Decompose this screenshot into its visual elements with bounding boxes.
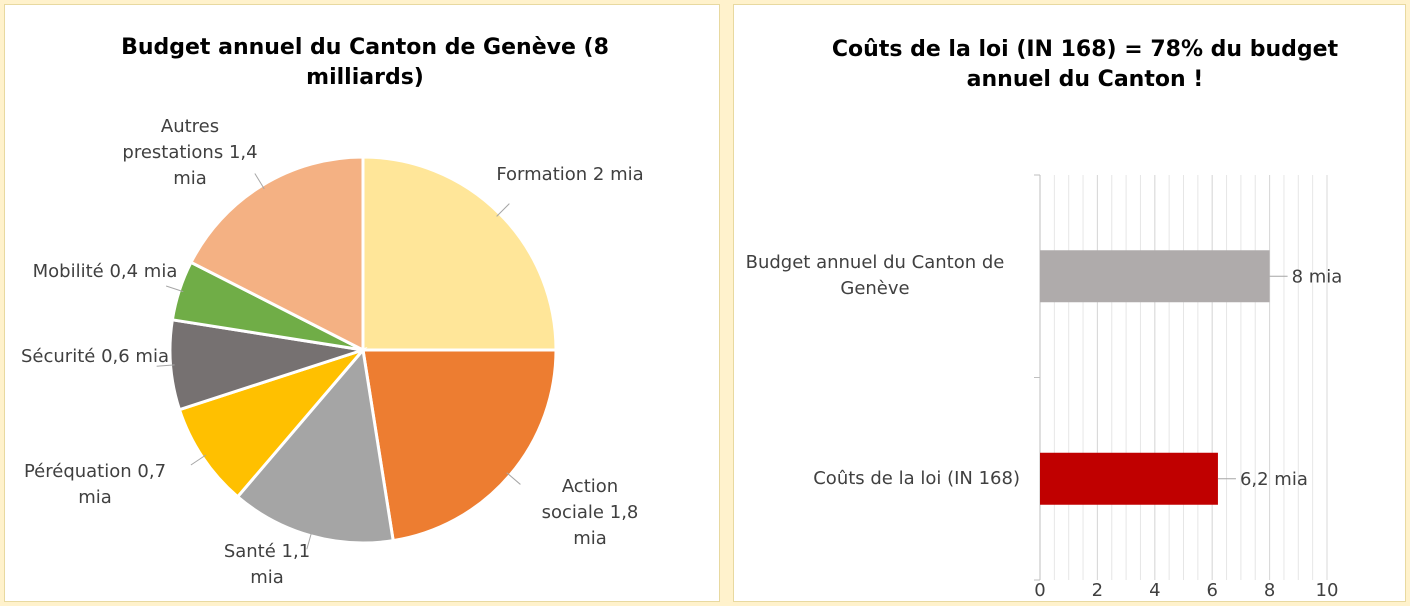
pie-label: Action sociale 1,8 mia <box>530 474 650 552</box>
leader-line <box>190 454 207 466</box>
category-label: Mobilité <box>32 261 104 282</box>
leader-line <box>306 531 313 550</box>
leader-line <box>156 364 175 367</box>
value-label: 1,1 mia <box>250 541 311 588</box>
value-label: 0,7 mia <box>78 461 167 508</box>
value-label: 6,2 mia <box>1240 469 1308 490</box>
leader-line <box>254 173 265 190</box>
pie-label: Formation 2 mia <box>495 162 645 188</box>
pie-slice <box>361 348 558 543</box>
x-tick-label: 4 <box>1149 580 1160 601</box>
category-label: Autres prestations <box>122 116 224 163</box>
x-tick-label: 6 <box>1206 580 1217 601</box>
category-label: Sécurité <box>21 346 96 367</box>
bar <box>1040 250 1270 303</box>
pie-title: Budget annuel du Canton de Genève (8 mil… <box>121 35 609 90</box>
value-label: 1,8 mia <box>573 502 639 549</box>
category-label: Budget annuel du Canton de Genève <box>745 252 1005 300</box>
leader-line <box>496 203 510 217</box>
value-label: 1,4 mia <box>173 142 258 189</box>
pie-label: Mobilité 0,4 mia <box>30 259 180 285</box>
pie-label: Autres prestations 1,4 mia <box>115 114 265 192</box>
category-label: Santé <box>223 541 276 562</box>
bar <box>1040 452 1218 505</box>
category-label: Coûts de la loi (IN 168) <box>813 467 1020 489</box>
leader-line <box>506 472 521 485</box>
pie-label: Santé 1,1 mia <box>212 539 322 591</box>
leader-line <box>165 285 184 293</box>
value-label: 0,4 mia <box>109 261 178 282</box>
x-tick-label: 2 <box>1092 580 1103 601</box>
x-tick-label: 8 <box>1264 580 1275 601</box>
pie-label: Sécurité 0,6 mia <box>20 344 170 370</box>
category-label: Action sociale <box>541 476 619 523</box>
category-label: Péréquation <box>23 461 132 482</box>
x-tick-label: 10 <box>1316 580 1339 601</box>
value-label: 8 mia <box>1292 266 1343 287</box>
value-label: 0,6 mia <box>101 346 169 367</box>
value-label: 2 mia <box>592 164 644 185</box>
bar-title: Coûts de la loi (IN 168) = 78% du budget… <box>831 37 1339 92</box>
pie-label: Péréquation 0,7 mia <box>10 459 180 511</box>
x-tick-label: 0 <box>1034 580 1045 601</box>
category-label: Formation <box>496 164 588 185</box>
